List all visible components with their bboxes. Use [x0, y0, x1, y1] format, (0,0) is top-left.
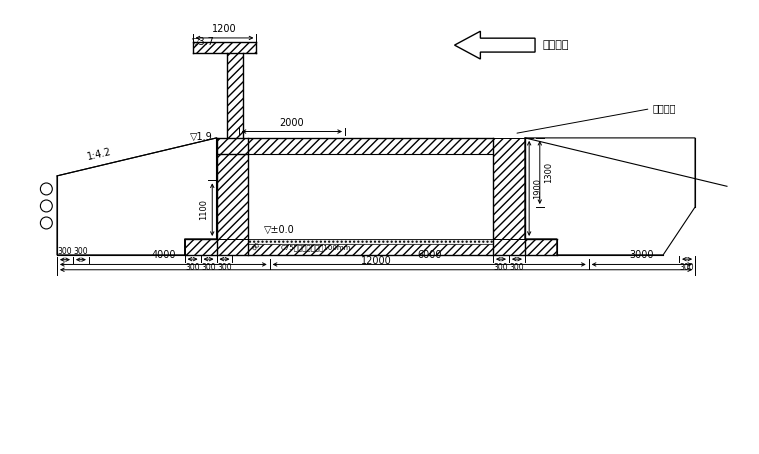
Text: 6000: 6000 [417, 251, 442, 261]
Text: 300: 300 [217, 263, 231, 272]
Text: ▽1.9: ▽1.9 [190, 133, 213, 143]
Text: 1200: 1200 [213, 24, 237, 34]
Text: 1300: 1300 [543, 162, 553, 183]
Text: 1900: 1900 [533, 178, 542, 199]
Bar [248, 154, 493, 239]
Bar [248, 239, 493, 255]
Text: 300: 300 [509, 263, 524, 272]
Polygon shape [455, 31, 535, 59]
Bar [227, 53, 243, 138]
Polygon shape [57, 138, 216, 255]
Text: 1:4.2: 1:4.2 [87, 147, 112, 162]
Bar [193, 42, 257, 53]
Text: 300: 300 [493, 263, 509, 272]
Text: 3000: 3000 [630, 251, 654, 261]
Text: 300: 300 [74, 247, 88, 256]
Text: 2000: 2000 [279, 118, 304, 128]
Text: 1100: 1100 [200, 199, 208, 220]
Text: 砂石路面: 砂石路面 [653, 104, 676, 114]
Bar [525, 239, 557, 255]
Bar [184, 239, 216, 255]
Bar [216, 138, 493, 154]
Text: 300: 300 [680, 263, 694, 272]
Text: ▽±0.0: ▽±0.0 [264, 225, 295, 235]
Bar [216, 138, 248, 239]
Text: 300: 300 [58, 247, 72, 256]
Text: 60: 60 [251, 242, 262, 252]
Bar [248, 239, 493, 244]
Text: 12000: 12000 [361, 256, 392, 266]
Text: C75普通混凝土垫层100mm: C75普通混凝土垫层100mm [280, 245, 351, 251]
Bar [493, 138, 525, 239]
Bar [248, 239, 493, 255]
Bar [493, 239, 525, 255]
Text: 300: 300 [201, 263, 216, 272]
Text: 4000: 4000 [151, 251, 175, 261]
Bar [216, 239, 248, 255]
Text: 水流方向: 水流方向 [543, 40, 569, 50]
Text: ▽3.7: ▽3.7 [192, 37, 215, 47]
Polygon shape [525, 138, 695, 255]
Text: 300: 300 [185, 263, 200, 272]
